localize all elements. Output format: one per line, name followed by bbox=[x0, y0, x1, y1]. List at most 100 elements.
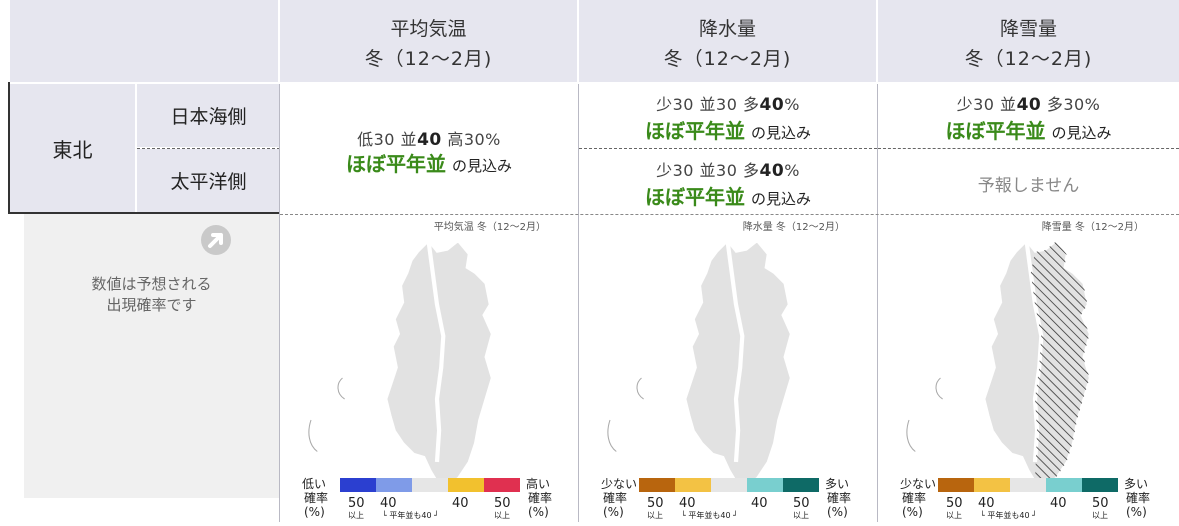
legend-small-text: 以上 bbox=[793, 511, 809, 520]
forecast-map-panel: 降雪量 冬（12〜2月） 少ない 確率 (%) 多い 確率 (%) 50 40 40 50 以上 └ 平… bbox=[898, 216, 1168, 522]
legend-high-label: 多い bbox=[825, 477, 850, 491]
legend-swatch bbox=[747, 478, 783, 492]
legend-swatch bbox=[711, 478, 747, 492]
legend-pct-label: (%) bbox=[603, 505, 624, 519]
divider bbox=[279, 84, 280, 522]
legend-value: 50 bbox=[494, 496, 511, 511]
legend-swatch bbox=[783, 478, 819, 492]
header-title: 平均気温 bbox=[390, 18, 467, 40]
legend-value: 40 bbox=[1050, 496, 1067, 511]
verdict-text: ほぼ平年並 の見込み bbox=[345, 152, 512, 176]
legend-value: 50 bbox=[647, 496, 664, 511]
legend-swatch bbox=[448, 478, 484, 492]
legend-value: 40 bbox=[679, 496, 696, 511]
verdict-text: ほぼ平年並 の見込み bbox=[644, 119, 811, 143]
legend-small-text: 以上 bbox=[494, 511, 510, 520]
precip-pacific-cell: 少30 並30 多40% ほぼ平年並 の見込み bbox=[579, 149, 877, 212]
legend-pct-label: (%) bbox=[304, 505, 325, 519]
legend-small-text: └ 平年並も40 ┘ bbox=[382, 511, 439, 520]
legend-high-label: 高い bbox=[526, 477, 551, 491]
legend-swatch bbox=[376, 478, 412, 492]
legend-swatch bbox=[675, 478, 711, 492]
divider bbox=[10, 212, 280, 214]
probability-text: 少30 並40 多30% bbox=[956, 95, 1101, 115]
legend-small-text: 以上 bbox=[348, 511, 364, 520]
divider bbox=[280, 214, 1179, 215]
header-blank bbox=[10, 0, 280, 82]
legend-prob-label: 確率 bbox=[528, 491, 553, 505]
probability-text: 低30 並40 高30% bbox=[357, 130, 501, 150]
header-title: 降水量 bbox=[698, 18, 756, 40]
legend-swatch bbox=[1082, 478, 1118, 492]
map-title: 降水量 冬（12〜2月） bbox=[742, 222, 845, 233]
legend-prob-label: 確率 bbox=[304, 491, 329, 505]
legend-small-text: 以上 bbox=[1092, 511, 1108, 520]
legend-swatch bbox=[1046, 478, 1082, 492]
header-temp: 平均気温 冬（12〜2月) bbox=[280, 0, 579, 82]
temp-forecast-cell: 低30 並40 高30% ほぼ平年並 の見込み bbox=[280, 84, 578, 212]
map-title: 平均気温 冬（12〜2月） bbox=[433, 222, 546, 233]
no-forecast-text: 予報しません bbox=[977, 176, 1080, 196]
legend-high-label: 多い bbox=[1124, 477, 1149, 491]
snow-pacific-cell: 予報しません bbox=[878, 149, 1179, 212]
legend-pct-label: (%) bbox=[827, 505, 848, 519]
legend-pct-label: (%) bbox=[902, 505, 923, 519]
header-title: 降雪量 bbox=[999, 18, 1057, 40]
legend-low-label: 少ない bbox=[601, 477, 638, 491]
header-precip: 降水量 冬（12〜2月) bbox=[579, 0, 878, 82]
divider bbox=[137, 148, 280, 149]
legend-value: 50 bbox=[1092, 496, 1109, 511]
legend-prob-label: 確率 bbox=[603, 491, 628, 505]
side-label-pacific: 太平洋側 bbox=[137, 149, 280, 212]
precip-japan-sea-cell: 少30 並30 多40% ほぼ平年並 の見込み bbox=[579, 84, 877, 147]
legend-value: 50 bbox=[793, 496, 810, 511]
legend-swatch bbox=[1010, 478, 1046, 492]
legend-value: 50 bbox=[946, 496, 963, 511]
header-period: 冬（12〜2月) bbox=[364, 48, 493, 70]
forecast-map-panel: 平均気温 冬（12〜2月） 低い 確率 (%) 高い 確率 (%) 50 40 40 50 以上 └ 平… bbox=[300, 216, 570, 522]
verdict-text: ほぼ平年並 の見込み bbox=[945, 119, 1112, 143]
legend-value: 40 bbox=[978, 496, 995, 511]
legend-prob-label: 確率 bbox=[1126, 491, 1151, 505]
legend-swatch bbox=[340, 478, 376, 492]
divider bbox=[8, 82, 10, 214]
probability-text: 少30 並30 多40% bbox=[656, 95, 800, 115]
legend-value: 40 bbox=[751, 496, 768, 511]
legend-swatch bbox=[484, 478, 520, 492]
legend-prob-label: 確率 bbox=[827, 491, 852, 505]
header-snow: 降雪量 冬（12〜2月) bbox=[878, 0, 1179, 82]
legend-low-label: 低い bbox=[302, 477, 327, 491]
divider bbox=[578, 84, 579, 522]
legend-value: 40 bbox=[380, 496, 397, 511]
legend-swatch bbox=[412, 478, 448, 492]
divider bbox=[579, 148, 877, 149]
legend-small-text: └ 平年並も40 ┘ bbox=[980, 511, 1037, 520]
probability-text: 少30 並30 多40% bbox=[656, 161, 800, 181]
legend-small-text: 以上 bbox=[647, 511, 663, 520]
forecast-map-panel: 降水量 冬（12〜2月） 少ない 確率 (%) 多い 確率 (%) 50 40 40 50 以上 └ 平… bbox=[599, 216, 869, 522]
legend-swatch bbox=[639, 478, 675, 492]
legend-swatch bbox=[938, 478, 974, 492]
map-title: 降雪量 冬（12〜2月） bbox=[1041, 222, 1144, 233]
legend-small-text: └ 平年並も40 ┘ bbox=[681, 511, 738, 520]
legend-low-label: 少ない bbox=[900, 477, 937, 491]
arrow-icon[interactable] bbox=[201, 225, 231, 255]
legend-swatch bbox=[974, 478, 1010, 492]
tohoku-map bbox=[906, 240, 1091, 480]
note-text: 数値は予想される 出現確率です bbox=[91, 275, 212, 314]
legend-small-text: 以上 bbox=[946, 511, 962, 520]
note-panel: 数値は予想される 出現確率です bbox=[24, 214, 279, 498]
header-period: 冬（12〜2月) bbox=[663, 48, 792, 70]
legend-value: 40 bbox=[452, 496, 469, 511]
legend-pct-label: (%) bbox=[1126, 505, 1147, 519]
verdict-text: ほぼ平年並 の見込み bbox=[644, 185, 811, 209]
snow-japan-sea-cell: 少30 並40 多30% ほぼ平年並 の見込み bbox=[878, 84, 1179, 147]
legend-pct-label: (%) bbox=[528, 505, 549, 519]
tohoku-map bbox=[607, 240, 792, 480]
header-period: 冬（12〜2月) bbox=[964, 48, 1093, 70]
divider bbox=[878, 148, 1179, 149]
side-label-japan-sea: 日本海側 bbox=[137, 84, 280, 147]
tohoku-map bbox=[308, 240, 493, 480]
divider bbox=[877, 84, 878, 522]
region-label: 東北 bbox=[10, 84, 135, 212]
